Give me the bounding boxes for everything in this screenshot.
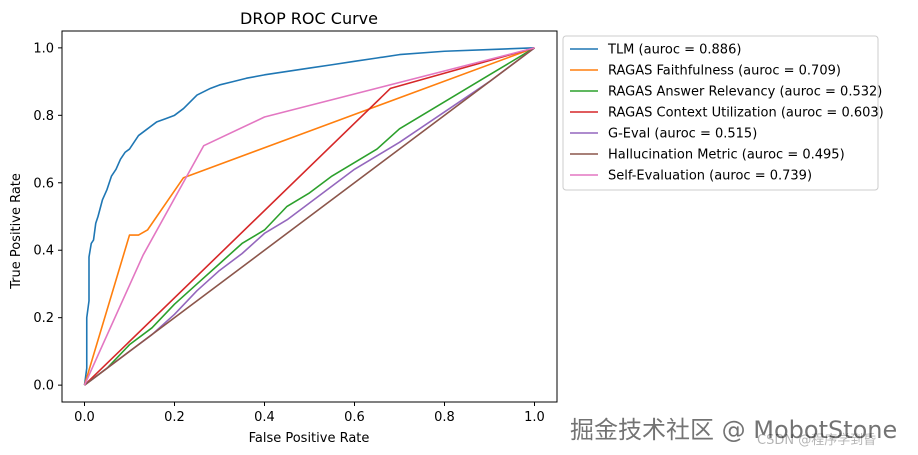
legend-label-4: G-Eval (auroc = 0.515) [608, 127, 757, 142]
x-axis-ticks: 0.0 0.2 0.4 0.6 0.8 1.0 [74, 402, 545, 425]
x-tick-label: 0.2 [164, 410, 185, 425]
y-tick-label: 0.2 [33, 311, 54, 326]
x-axis-label: False Positive Rate [249, 431, 370, 446]
series-line-6 [83, 47, 535, 386]
series-layer [83, 47, 535, 386]
legend-label-2: RAGAS Answer Relevancy (auroc = 0.532) [608, 85, 882, 100]
y-tick-label: 0.8 [33, 109, 54, 124]
x-tick-label: 1.0 [524, 410, 545, 425]
y-tick-label: 0.0 [33, 379, 54, 394]
series-line-0 [83, 47, 535, 386]
y-tick-label: 0.4 [33, 244, 54, 259]
x-tick-label: 0.0 [74, 410, 95, 425]
x-tick-label: 0.4 [254, 410, 275, 425]
legend-frame [562, 35, 879, 191]
x-tick-label: 0.6 [344, 410, 365, 425]
y-axis-label: True Positive Rate [9, 173, 24, 290]
watermark-main: 掘金技术社区 @ MobotStone [570, 416, 898, 444]
y-tick-label: 0.6 [33, 176, 54, 191]
series-line-1 [83, 47, 535, 386]
plot-frame [61, 30, 558, 403]
series-line-2 [84, 47, 535, 386]
legend-label-3: RAGAS Context Utilization (auroc = 0.603… [608, 106, 884, 121]
series-line-3 [83, 47, 535, 386]
legend-label-5: Hallucination Metric (auroc = 0.495) [608, 148, 845, 163]
y-tick-label: 1.0 [33, 41, 54, 56]
legend-label-6: Self-Evaluation (auroc = 0.739) [608, 169, 812, 184]
series-line-5 [84, 47, 535, 386]
legend-label-1: RAGAS Faithfulness (auroc = 0.709) [608, 64, 841, 79]
legend: TLM (auroc = 0.886) RAGAS Faithfulness (a… [562, 35, 884, 191]
x-tick-label: 0.8 [434, 410, 455, 425]
y-axis-ticks: 0.0 0.2 0.4 0.6 0.8 1.0 [33, 41, 62, 394]
legend-label-0: TLM (auroc = 0.886) [607, 43, 741, 58]
chart-title: DROP ROC Curve [240, 9, 378, 28]
watermark-sub: CSDN @程序学到昏 [757, 433, 877, 448]
